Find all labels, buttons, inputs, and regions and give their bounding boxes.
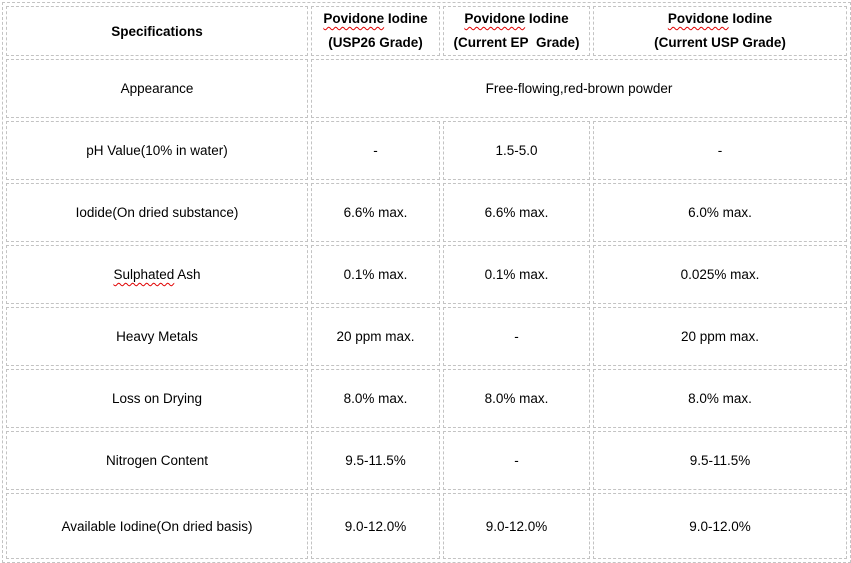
value-cell-ep: 0.1% max. (443, 245, 590, 304)
value: 6.0% max. (688, 205, 752, 220)
merged-value-cell: Free-flowing,red-brown powder (311, 59, 847, 118)
product-name: Povidone Iodine (598, 7, 842, 31)
grade-label: (USP26 Grade) (328, 35, 423, 50)
table-row-available-iodine: Available Iodine(On dried basis) 9.0-12.… (6, 493, 847, 559)
product-name-misspelled: Povidone (667, 11, 729, 26)
spec-label-misspelled: Sulphated (113, 267, 175, 282)
value-cell-usp: 9.0-12.0% (593, 493, 847, 559)
value-cell-usp: 20 ppm max. (593, 307, 847, 366)
value-cell-ep: 8.0% max. (443, 369, 590, 428)
spec-label: Heavy Metals (116, 329, 198, 344)
spec-cell: Heavy Metals (6, 307, 308, 366)
value-cell-ep: 9.0-12.0% (443, 493, 590, 559)
value-cell-usp26: 0.1% max. (311, 245, 440, 304)
value: - (717, 143, 723, 158)
value: 9.5-11.5% (345, 453, 406, 468)
spec-cell: Nitrogen Content (6, 431, 308, 490)
value: 1.5-5.0 (495, 143, 538, 158)
spec-cell: Appearance (6, 59, 308, 118)
product-name-misspelled: Povidone (323, 11, 385, 26)
table-row-appearance: Appearance Free-flowing,red-brown powder (6, 59, 847, 118)
table-row-ph-value: pH Value(10% in water) - 1.5-5.0 - (6, 121, 847, 180)
spec-cell: Available Iodine(On dried basis) (6, 493, 308, 559)
table-row-heavy-metals: Heavy Metals 20 ppm max. - 20 ppm max. (6, 307, 847, 366)
value-cell-usp26: 9.5-11.5% (311, 431, 440, 490)
column-header-specifications: Specifications (6, 6, 308, 56)
value: - (514, 329, 519, 344)
specifications-label: Specifications (111, 23, 203, 39)
value-cell-usp26: 6.6% max. (311, 183, 440, 242)
value-cell-ep: - (443, 307, 590, 366)
spec-label: Appearance (120, 81, 194, 96)
header-row: Specifications Povidone Iodine (USP26 Gr… (6, 6, 847, 56)
value-cell-usp: - (593, 121, 847, 180)
product-name-misspelled: Povidone (464, 11, 526, 26)
value-cell-usp: 8.0% max. (593, 369, 847, 428)
value-cell-usp: 0.025% max. (593, 245, 847, 304)
product-name-rest: Iodine (732, 11, 773, 26)
spec-label: pH Value(10% in water) (86, 143, 228, 158)
spec-cell: pH Value(10% in water) (6, 121, 308, 180)
value: 6.6% max. (343, 205, 408, 220)
product-name-rest: Iodine (387, 11, 428, 26)
spec-cell: Sulphated Ash (6, 245, 308, 304)
value-cell-usp26: 9.0-12.0% (311, 493, 440, 559)
spec-label: Iodide(On dried substance) (75, 205, 239, 220)
table-row-loss-on-drying: Loss on Drying 8.0% max. 8.0% max. 8.0% … (6, 369, 847, 428)
spec-label: Nitrogen Content (105, 453, 209, 468)
value-cell-ep: 1.5-5.0 (443, 121, 590, 180)
value-cell-usp26: 8.0% max. (311, 369, 440, 428)
spec-label: Loss on Drying (111, 391, 203, 406)
value-cell-ep: 6.6% max. (443, 183, 590, 242)
spec-cell: Loss on Drying (6, 369, 308, 428)
value-cell-usp: 6.0% max. (593, 183, 847, 242)
appearance-value: Free-flowing,red-brown powder (485, 81, 673, 96)
column-header-usp-grade: Povidone Iodine (Current USP Grade) (593, 6, 847, 56)
value: 9.0-12.0% (689, 518, 751, 534)
value: 8.0% max. (343, 391, 408, 406)
value-cell-ep: - (443, 431, 590, 490)
column-header-ep-grade: Povidone Iodine (Current EP Grade) (443, 6, 590, 56)
spec-cell: Iodide(On dried substance) (6, 183, 308, 242)
product-name: Povidone Iodine (316, 7, 435, 31)
value: 8.0% max. (484, 391, 549, 406)
value-cell-usp26: 20 ppm max. (311, 307, 440, 366)
value-cell-usp: 9.5-11.5% (593, 431, 847, 490)
spec-label-rest: Ash (177, 267, 201, 282)
column-header-usp26-grade: Povidone Iodine (USP26 Grade) (311, 6, 440, 56)
value: 0.1% max. (343, 267, 408, 282)
grade-label: (Current EP Grade) (453, 35, 580, 50)
product-name: Povidone Iodine (448, 7, 585, 31)
value: 9.0-12.0% (485, 518, 548, 534)
value: - (373, 143, 378, 158)
value: 9.0-12.0% (344, 518, 407, 534)
value: 0.025% max. (680, 267, 760, 282)
table-row-sulphated-ash: Sulphated Ash 0.1% max. 0.1% max. 0.025%… (6, 245, 847, 304)
value: 20 ppm max. (680, 329, 760, 344)
value: 9.5-11.5% (689, 453, 751, 468)
value: 8.0% max. (688, 391, 752, 406)
table-row-iodide: Iodide(On dried substance) 6.6% max. 6.6… (6, 183, 847, 242)
value: 0.1% max. (484, 267, 549, 282)
table-row-nitrogen-content: Nitrogen Content 9.5-11.5% - 9.5-11.5% (6, 431, 847, 490)
value: 6.6% max. (484, 205, 549, 220)
spec-label: Available Iodine(On dried basis) (61, 518, 253, 534)
value-cell-usp26: - (311, 121, 440, 180)
product-name-rest: Iodine (528, 11, 569, 26)
grade-label: (Current USP Grade) (654, 35, 786, 50)
value: 20 ppm max. (336, 329, 415, 344)
value: - (514, 453, 519, 468)
